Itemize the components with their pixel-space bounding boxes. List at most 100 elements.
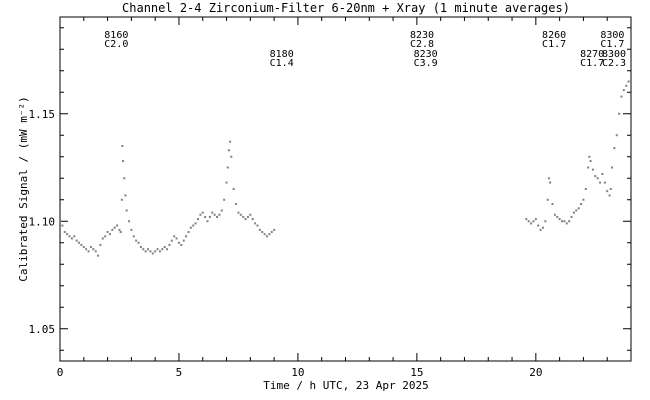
data-point <box>580 203 583 206</box>
x-axis: 0 5 10 15 20 <box>57 17 632 379</box>
data-point <box>218 213 221 216</box>
data-point <box>177 241 180 244</box>
flare-code: 8180 <box>270 49 294 60</box>
data-point <box>575 209 578 212</box>
data-point <box>601 172 604 175</box>
data-point <box>532 220 535 223</box>
data-point <box>87 250 90 253</box>
x-tick-label: 10 <box>291 366 304 379</box>
data-point <box>220 209 223 212</box>
data-point <box>534 218 537 221</box>
data-point <box>111 228 114 231</box>
data-point <box>544 220 547 223</box>
data-point <box>192 224 195 227</box>
data-point <box>563 220 566 223</box>
data-point <box>70 237 73 240</box>
flare-code: 8270 <box>580 49 604 60</box>
data-point <box>609 188 612 190</box>
data-point <box>530 222 533 225</box>
flare-class: C1.7 <box>600 39 624 50</box>
data-point <box>630 74 632 77</box>
data-point <box>625 84 628 87</box>
data-point <box>121 145 124 147</box>
data-point <box>608 194 611 197</box>
x-tick-label: 20 <box>529 366 542 379</box>
data-point <box>603 181 606 184</box>
data-point <box>556 215 559 218</box>
data-point <box>246 215 249 218</box>
data-point <box>132 235 135 238</box>
data-point <box>599 181 602 184</box>
flare-class: C2.8 <box>410 39 434 50</box>
data-point <box>120 198 123 201</box>
data-point <box>125 209 128 212</box>
x-tick-label: 5 <box>176 366 183 379</box>
data-point <box>158 250 161 253</box>
flare-class: C1.7 <box>580 58 604 69</box>
data-point <box>615 134 618 137</box>
flare-annotations: 8160C2.08180C1.48230C2.88230C3.98260C1.7… <box>104 30 626 69</box>
data-point <box>265 235 268 238</box>
data-point <box>570 215 573 218</box>
data-point <box>565 222 568 225</box>
data-point <box>553 213 556 216</box>
data-point <box>235 203 238 206</box>
flare-class: C3.9 <box>414 58 438 69</box>
data-point <box>199 213 202 216</box>
data-point <box>594 175 597 178</box>
data-point <box>163 246 166 249</box>
plot-frame <box>59 16 632 362</box>
data-point <box>204 215 207 218</box>
data-points <box>59 74 632 257</box>
y-tick-label: 1.05 <box>29 323 56 336</box>
data-point <box>130 228 133 231</box>
data-point <box>537 224 540 227</box>
data-point <box>68 235 71 238</box>
data-point <box>589 160 592 163</box>
data-point <box>123 177 126 180</box>
data-point <box>588 155 591 158</box>
x-axis-label: Time / h UTC, 23 Apr 2025 <box>263 379 429 392</box>
data-point <box>229 140 232 143</box>
data-point <box>116 224 119 227</box>
data-point <box>256 224 259 227</box>
data-point <box>142 248 145 251</box>
data-point <box>613 147 616 150</box>
data-point <box>620 95 623 98</box>
flare-code: 8230 <box>410 30 434 41</box>
data-point <box>59 220 61 223</box>
data-point <box>175 237 178 240</box>
data-point <box>187 231 190 233</box>
data-point <box>606 190 609 193</box>
data-point <box>237 211 240 214</box>
data-point <box>185 235 188 238</box>
data-point <box>270 231 273 233</box>
data-point <box>82 246 85 249</box>
data-point <box>227 149 230 152</box>
data-point <box>80 243 83 246</box>
data-point <box>254 222 257 225</box>
data-point <box>66 233 69 236</box>
data-point <box>73 235 76 238</box>
data-point <box>97 254 100 257</box>
data-point <box>168 243 171 246</box>
data-point <box>147 248 150 251</box>
flare-code: 8300 <box>602 49 626 60</box>
data-point <box>99 243 102 246</box>
data-point <box>584 188 587 190</box>
data-point <box>549 181 552 184</box>
data-point <box>118 228 121 231</box>
data-point <box>213 213 216 216</box>
data-point <box>89 246 92 249</box>
data-point <box>94 250 97 253</box>
data-point <box>249 213 252 216</box>
data-point <box>577 207 580 210</box>
data-point <box>122 160 125 163</box>
data-point <box>127 220 130 223</box>
flare-class: C2.0 <box>104 39 128 50</box>
data-point <box>144 250 147 253</box>
data-point <box>230 155 233 158</box>
data-point <box>547 177 550 180</box>
data-point <box>261 231 264 233</box>
